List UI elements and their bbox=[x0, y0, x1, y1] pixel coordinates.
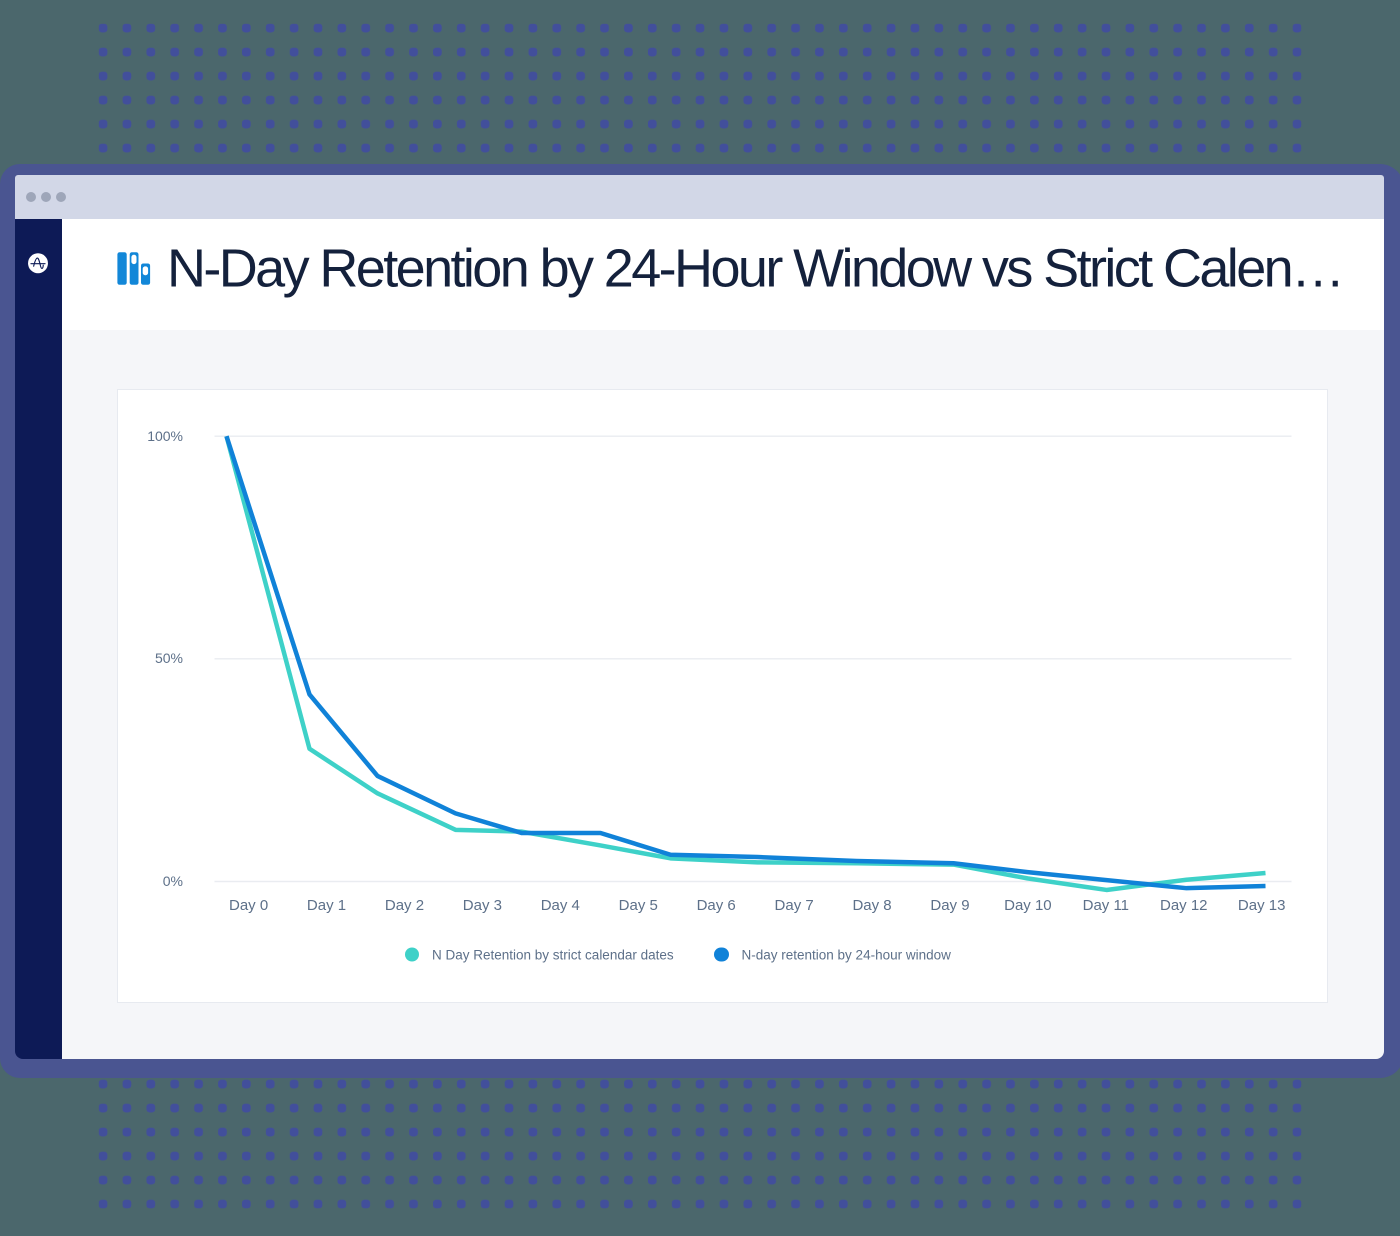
x-axis-label: Day 1 bbox=[306, 896, 347, 914]
series-line[interactable] bbox=[223, 435, 1266, 890]
x-axis-label: Day 8 bbox=[852, 896, 892, 914]
window-control-icon[interactable] bbox=[56, 192, 67, 202]
y-axis-label: 100% bbox=[147, 427, 183, 444]
header-inner: N-Day Retention by 24-Hour Window vs Str… bbox=[117, 237, 1342, 299]
y-axis-label: 50% bbox=[154, 650, 183, 667]
series-line[interactable] bbox=[223, 435, 1266, 892]
x-axis-label: Day 4 bbox=[540, 896, 580, 914]
page-title: N-Day Retention by 24-Hour Window vs Str… bbox=[167, 238, 1343, 298]
retention-line-chart[interactable] bbox=[118, 390, 1328, 1002]
x-axis-label: Day 12 bbox=[1159, 896, 1208, 914]
x-axis-label: Day 10 bbox=[1004, 896, 1052, 914]
legend-item[interactable]: N-day retention by 24-hour window bbox=[714, 947, 951, 962]
bar-chart-icon bbox=[117, 251, 151, 285]
app-header: N-Day Retention by 24-Hour Window vs Str… bbox=[61, 219, 1384, 330]
legend-dot-icon bbox=[404, 947, 419, 962]
x-axis-label: Day 2 bbox=[384, 896, 425, 914]
x-axis-label: Day 9 bbox=[930, 896, 970, 914]
legend-dot-icon bbox=[714, 947, 729, 962]
browser-chrome: N-Day Retention by 24-Hour Window vs Str… bbox=[15, 175, 1384, 1059]
x-axis-label: Day 6 bbox=[696, 896, 736, 914]
legend-item[interactable]: N Day Retention by strict calendar dates bbox=[404, 947, 674, 962]
chart-card: 100% 50% 0% Day 0 Day 1 Day 2 Day 3 Day 4 Day 5… bbox=[116, 388, 1328, 1003]
window-body: N-Day Retention by 24-Hour Window vs Str… bbox=[15, 219, 1384, 1059]
window-control-icon[interactable] bbox=[40, 192, 51, 202]
browser-window: N-Day Retention by 24-Hour Window vs Str… bbox=[0, 164, 1400, 1078]
x-axis-label: Day 0 bbox=[229, 896, 269, 914]
x-axis-label: Day 11 bbox=[1082, 896, 1130, 914]
x-axis-label: Day 3 bbox=[462, 896, 502, 914]
amplitude-logo-icon[interactable] bbox=[27, 252, 50, 275]
legend-label: N Day Retention by strict calendar dates bbox=[432, 947, 674, 962]
main-panel: N-Day Retention by 24-Hour Window vs Str… bbox=[61, 219, 1384, 1059]
window-control-icon[interactable] bbox=[25, 192, 36, 202]
x-axis-label: Day 13 bbox=[1237, 896, 1286, 914]
browser-titlebar bbox=[15, 175, 1384, 219]
x-axis-label: Day 5 bbox=[618, 896, 658, 914]
y-axis-label: 0% bbox=[162, 873, 183, 889]
legend-label: N-day retention by 24-hour window bbox=[741, 947, 951, 962]
app-sidebar bbox=[15, 219, 62, 1059]
x-axis-label: Day 7 bbox=[774, 896, 814, 914]
content-area: 100% 50% 0% Day 0 Day 1 Day 2 Day 3 Day 4 Day 5… bbox=[61, 330, 1384, 1059]
